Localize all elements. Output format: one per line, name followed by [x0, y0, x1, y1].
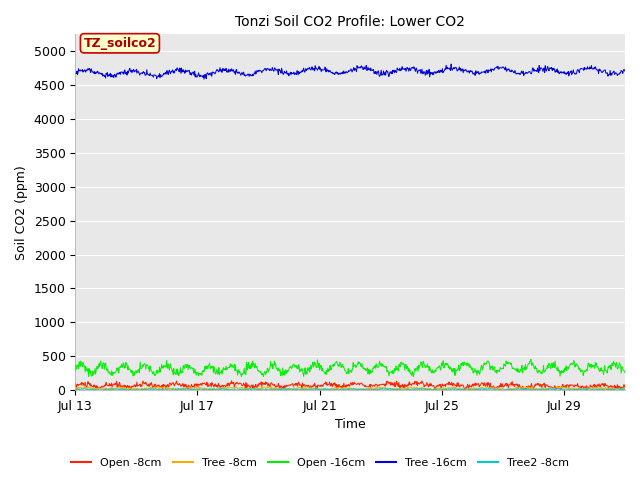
- X-axis label: Time: Time: [335, 419, 365, 432]
- Text: TZ_soilco2: TZ_soilco2: [84, 37, 156, 50]
- Title: Tonzi Soil CO2 Profile: Lower CO2: Tonzi Soil CO2 Profile: Lower CO2: [236, 15, 465, 29]
- Y-axis label: Soil CO2 (ppm): Soil CO2 (ppm): [15, 165, 28, 260]
- Legend: Open -8cm, Tree -8cm, Open -16cm, Tree -16cm, Tree2 -8cm: Open -8cm, Tree -8cm, Open -16cm, Tree -…: [67, 453, 573, 472]
